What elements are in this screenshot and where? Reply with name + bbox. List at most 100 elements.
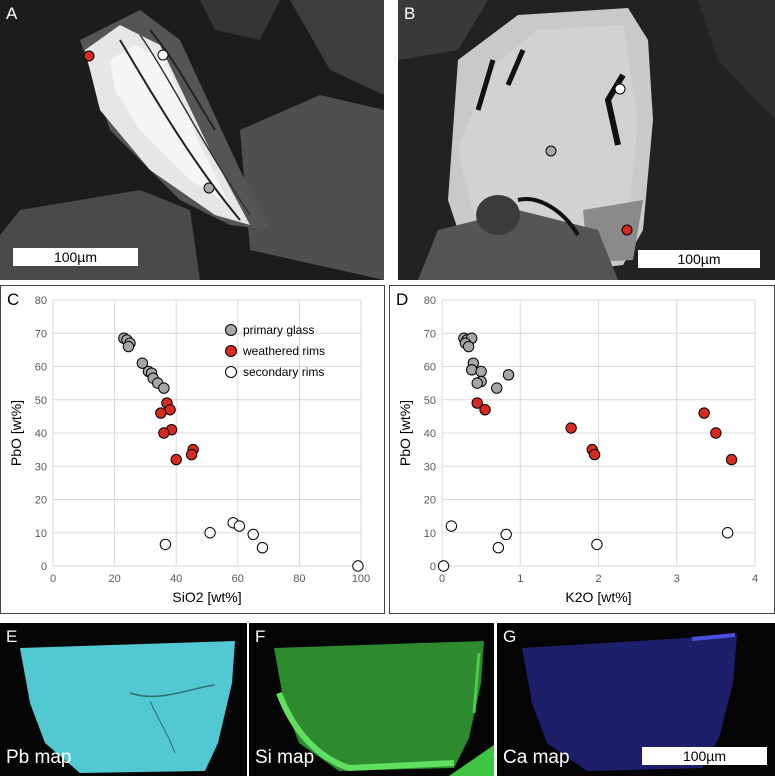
x-tick-label: 1 (517, 573, 523, 585)
scale-bar-a: 100µm (13, 248, 138, 266)
data-point-primary (158, 382, 170, 394)
bse-image-b (398, 0, 775, 280)
map-label-ca: Ca map (503, 747, 570, 768)
data-point-secondary (500, 528, 512, 541)
panel-label-d: D (396, 290, 409, 309)
data-point-secondary (256, 542, 269, 554)
y-tick-label: 40 (35, 428, 47, 440)
x-tick-label: 2 (595, 573, 601, 585)
data-point-secondary (159, 538, 172, 551)
panel-d-chart: D 0 10 20 30 40 50 60 70 80 0 1 2 3 4 K2O [wt%] PbO [wt… (389, 285, 775, 614)
scale-bar-b: 100µm (638, 250, 760, 268)
panel-label-c: C (7, 290, 20, 309)
data-point-primary (471, 377, 483, 389)
x-tick-label: 40 (170, 573, 182, 585)
y-tick-label: 80 (35, 295, 47, 307)
scale-bar-g: 100µm (642, 747, 767, 765)
data-point-weathered (479, 404, 491, 416)
data-point-weathered (158, 427, 170, 439)
panel-c-chart: C 0 10 20 30 40 50 60 70 80 0 20 40 60 80 100 SiO2 [wt%… (0, 285, 385, 614)
y-tick-label: 70 (424, 328, 436, 340)
data-point-primary (466, 364, 478, 376)
data-point-secondary (591, 538, 603, 551)
x-axis-label: SiO2 [wt%] (172, 589, 241, 605)
legend-label: weathered rims (242, 344, 325, 358)
data-point-secondary (352, 560, 364, 572)
data-point-secondary (204, 527, 216, 539)
scatter-plot-d: 0 10 20 30 40 50 60 70 80 0 1 2 3 4 K2O [wt%] PbO [wt%] (397, 295, 758, 605)
data-point-secondary (233, 520, 246, 532)
data-point-secondary (721, 527, 734, 539)
si-map-image (274, 641, 494, 776)
y-tick-label: 70 (35, 328, 47, 340)
panel-label-g: G (503, 627, 517, 646)
y-tick-label: 20 (424, 495, 436, 507)
data-point-weathered (698, 407, 710, 419)
legend-marker (225, 324, 237, 336)
map-label-pb: Pb map (6, 747, 72, 768)
y-tick-label: 10 (35, 528, 47, 540)
x-tick-label: 60 (232, 573, 244, 585)
data-point-weathered (725, 453, 738, 466)
y-tick-label: 0 (41, 561, 47, 573)
data-point-secondary (437, 560, 450, 572)
y-tick-label: 60 (35, 362, 47, 374)
data-point-weathered (710, 427, 722, 439)
panel-label-f: F (255, 627, 266, 646)
y-tick-label: 30 (424, 461, 436, 473)
data-point-weathered (170, 453, 182, 466)
pb-map-image (20, 641, 235, 773)
data-point-secondary (492, 542, 505, 554)
data-point-weathered (471, 397, 483, 409)
legend-marker (225, 366, 237, 378)
panel-label-b: B (404, 4, 416, 23)
y-tick-label: 0 (430, 561, 436, 573)
data-point-primary (122, 340, 135, 353)
data-point-weathered (588, 448, 601, 461)
y-tick-label: 20 (35, 495, 47, 507)
marker-weathered (83, 50, 95, 62)
x-tick-label: 20 (108, 573, 120, 585)
marker-secondary (157, 49, 169, 61)
panel-a-image: A 100µm (0, 0, 384, 280)
ca-map-image (522, 633, 737, 771)
marker-primary (203, 182, 215, 194)
y-axis-label: PbO [wt%] (8, 400, 24, 466)
marker-primary (545, 145, 557, 157)
panel-label-e: E (6, 627, 18, 646)
panel-b-image: B 100µm (398, 0, 775, 280)
y-tick-label: 50 (424, 395, 436, 407)
y-tick-label: 40 (424, 428, 436, 440)
panel-e-pb-map: E Pb map (0, 623, 247, 776)
data-point-weathered (565, 422, 577, 434)
x-tick-label: 100 (352, 573, 370, 585)
marker-secondary (614, 83, 626, 95)
y-axis-label: PbO [wt%] (397, 400, 413, 466)
x-axis-label: K2O [wt%] (565, 589, 631, 605)
data-point-secondary (445, 520, 458, 532)
legend-marker (225, 345, 237, 357)
data-point-primary (491, 382, 503, 394)
x-tick-label: 3 (674, 573, 680, 585)
panel-f-si-map: F Si map (249, 623, 494, 776)
scatter-plot-c: 0 10 20 30 40 50 60 70 80 0 20 40 60 80 100 SiO2 [wt%] P… (8, 295, 370, 605)
y-tick-label: 30 (35, 461, 47, 473)
data-point-primary (502, 369, 515, 381)
data-point-primary (475, 365, 487, 378)
x-tick-label: 4 (752, 573, 758, 585)
x-tick-label: 80 (293, 573, 305, 585)
data-point-secondary (247, 528, 259, 541)
x-tick-label: 0 (50, 573, 56, 585)
marker-weathered (621, 224, 633, 236)
data-point-weathered (155, 407, 167, 419)
data-point-primary (462, 340, 475, 353)
map-label-si: Si map (255, 747, 315, 768)
legend-label: secondary rims (243, 365, 324, 379)
data-point-weathered (185, 448, 198, 461)
panel-label-a: A (6, 4, 18, 23)
y-tick-label: 10 (424, 528, 436, 540)
y-tick-label: 60 (424, 362, 436, 374)
panel-g-ca-map: G Ca map 100µm (497, 623, 775, 776)
bse-image-a (0, 0, 384, 280)
legend-label: primary glass (243, 323, 314, 337)
